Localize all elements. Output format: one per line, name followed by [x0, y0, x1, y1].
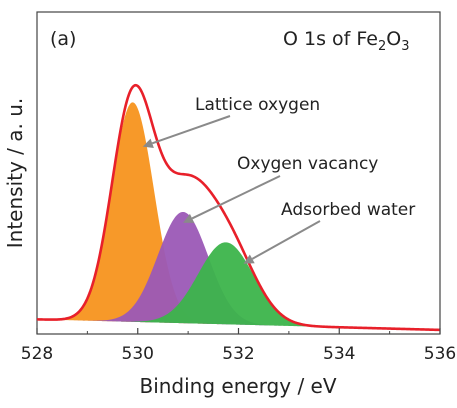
x-tick-label: 536: [424, 344, 456, 364]
annotation-arrow-line: [251, 220, 321, 260]
annotation-label: Oxygen vacancy: [237, 154, 378, 174]
x-tick-label: 534: [323, 344, 355, 364]
x-tick-label: 528: [21, 344, 53, 364]
peak-area-oxygen-vacancy: [37, 211, 440, 330]
component-peaks: [37, 102, 440, 330]
annotation-arrow-line: [191, 175, 281, 220]
envelope-line: [36, 83, 441, 332]
title-sub1: 2: [378, 39, 386, 54]
x-tick-label: 530: [122, 344, 154, 364]
x-ticks: 528 530 532 534 536: [21, 328, 456, 364]
chart-title: O 1s of Fe2O3: [283, 28, 410, 54]
annotation-arrow-head: [183, 213, 195, 223]
x-tick-label: 532: [222, 344, 254, 364]
title-sub2: 3: [401, 39, 409, 54]
annotation-arrow-head: [243, 254, 255, 264]
annotations: Lattice oxygen Oxygen vacancy Adsorbed wat…: [142, 95, 415, 264]
title-prefix: O 1s of Fe: [283, 28, 378, 50]
peak-area-lattice-oxygen: [37, 102, 440, 330]
peak-area-adsorbed-water: [37, 242, 440, 330]
annotation-arrow-line: [151, 115, 231, 145]
annotation-arrow-head: [142, 138, 154, 149]
panel-label: (a): [50, 28, 76, 50]
title-mid: O: [386, 28, 401, 50]
x-axis-title: Binding energy / eV: [139, 374, 336, 398]
y-axis-title: Intensity / a. u.: [3, 98, 27, 249]
annotation-label: Adsorbed water: [281, 200, 415, 220]
annotation-label: Lattice oxygen: [195, 95, 320, 115]
